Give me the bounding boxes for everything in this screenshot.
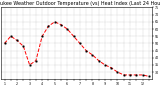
- Title: Milwaukee Weather Outdoor Temperature (vs) Heat Index (Last 24 Hours): Milwaukee Weather Outdoor Temperature (v…: [0, 1, 160, 6]
